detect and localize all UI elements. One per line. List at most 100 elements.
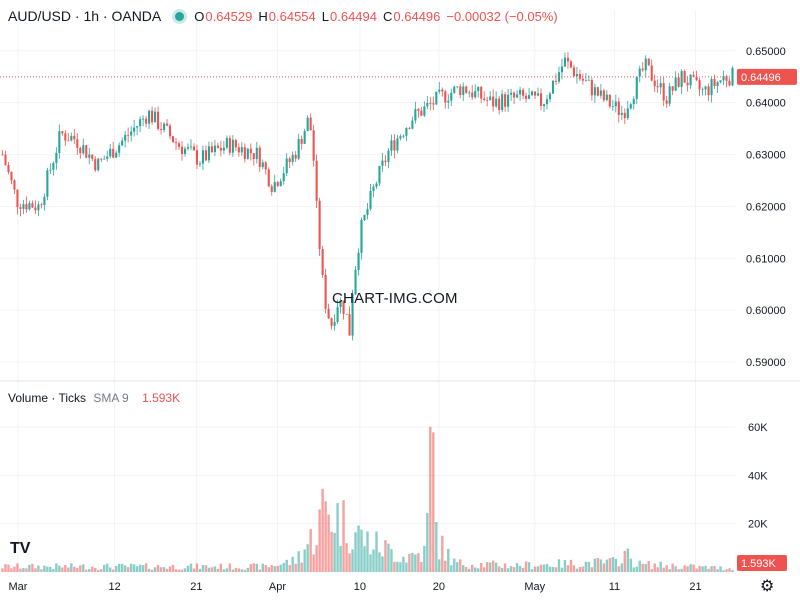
candle-body [698, 80, 701, 90]
candle-body [390, 140, 393, 151]
volume-bar [599, 559, 603, 572]
volume-bar [49, 566, 52, 572]
candle-body [100, 158, 103, 160]
volume-bar [474, 567, 477, 572]
candle-body [168, 125, 172, 137]
candle-body [587, 79, 590, 81]
volume-bar [432, 432, 435, 572]
price-axis[interactable]: 0.65000 0.64000 0.63000 0.62000 0.61000 0.600… [746, 46, 786, 369]
volume-bar [303, 549, 306, 572]
volume-bar [584, 561, 588, 572]
volume-bar [569, 559, 573, 572]
volume-bar [270, 565, 273, 572]
gear-icon[interactable]: ⚙ [760, 578, 775, 595]
volume-bar [509, 566, 513, 572]
volume-bar [348, 553, 351, 572]
time-tick-label: 10 [354, 581, 366, 593]
tradingview-logo-icon[interactable]: TV [10, 540, 31, 557]
volume-bar [710, 566, 713, 572]
candle-body [85, 145, 88, 158]
candle-body [124, 134, 127, 141]
candle-body [127, 134, 130, 136]
candle-body [234, 139, 237, 148]
time-tick-label: 20 [433, 581, 445, 593]
volume-bar [542, 564, 546, 572]
candle-body [623, 112, 626, 119]
candle-body [519, 89, 522, 95]
volume-title[interactable]: Volume · Ticks [8, 391, 87, 405]
candle-body [396, 138, 399, 151]
candle-body [270, 186, 273, 192]
candle-body [171, 136, 175, 143]
volume-bar [216, 568, 220, 572]
candle-body [285, 158, 288, 174]
candle-body [566, 57, 570, 62]
candle-body [420, 110, 423, 116]
candle-body [542, 104, 546, 107]
time-axis[interactable]: Mar 12 21 Apr 10 20 May 11 21 [9, 581, 702, 593]
candle-body [686, 82, 689, 86]
candle-body [67, 140, 70, 142]
volume-bar [183, 568, 187, 572]
volume-bar [399, 562, 402, 572]
volume-bar [471, 564, 474, 572]
candle-body [596, 87, 599, 96]
volume-bar [321, 488, 324, 572]
candle-body [103, 158, 106, 160]
volume-bar [261, 563, 264, 572]
volume-bar [91, 566, 94, 572]
last-volume-label: 1.593K [741, 558, 777, 570]
candle-body [303, 131, 306, 144]
candle-body [563, 57, 567, 67]
volume-bar [246, 567, 250, 572]
grid-lines [0, 10, 735, 572]
volume-bar [707, 568, 710, 572]
candle-body [375, 183, 378, 187]
candle-body [333, 321, 336, 326]
candle-body [719, 80, 722, 83]
candle-body [363, 214, 366, 220]
volume-bar [165, 568, 169, 572]
open-label: O [194, 8, 205, 24]
candle-body [7, 165, 10, 173]
volume-bar [249, 564, 253, 572]
volume-bar [557, 559, 561, 572]
candle-body [411, 120, 414, 129]
candle-body [462, 86, 465, 95]
volume-bar [31, 563, 34, 572]
candle-body [531, 91, 534, 96]
candle-body [647, 58, 650, 66]
volume-bar [572, 565, 576, 572]
candle-body [614, 101, 617, 107]
candle-body [507, 94, 510, 107]
volume-bar [294, 563, 297, 572]
candle-body [650, 65, 653, 81]
candle-body [468, 92, 471, 94]
volume-bar [339, 545, 342, 572]
candle-body [201, 150, 204, 164]
symbol-title[interactable]: AUD/USD · 1h · OANDA [8, 8, 162, 24]
volume-bar [611, 557, 615, 572]
volume-bar [88, 568, 91, 572]
volume-tick-label: 40K [748, 470, 768, 482]
volume-bar [411, 552, 414, 572]
candle-body [255, 147, 258, 160]
candle-body [456, 86, 459, 88]
volume-bar [524, 561, 528, 572]
candle-body [635, 76, 638, 99]
volume-bar [632, 567, 635, 572]
volume-bar [97, 569, 100, 572]
volume-axis[interactable]: 60K 40K 20K [748, 422, 768, 531]
volume-bar [354, 532, 357, 572]
volume-bar [82, 564, 85, 572]
candle-body [28, 203, 31, 210]
price-candles [1, 52, 734, 341]
volume-bar [67, 567, 70, 572]
volume-bar [198, 568, 202, 572]
volume-bar [10, 568, 13, 572]
candle-body [548, 93, 552, 100]
candle-body [710, 78, 713, 96]
candle-body [55, 153, 58, 164]
volume-bar [503, 563, 507, 572]
